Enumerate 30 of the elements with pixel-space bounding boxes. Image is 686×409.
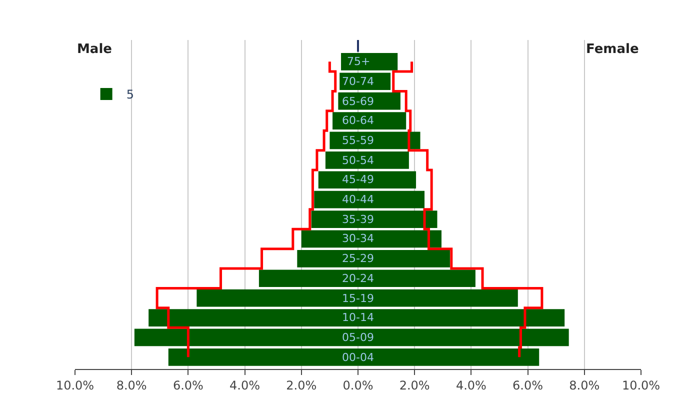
x-tick-label: 2.0% — [399, 378, 430, 392]
y-tick-label: 35-39 — [342, 213, 374, 226]
y-tick-label: 10-14 — [342, 311, 374, 324]
y-tick-label: 05-09 — [342, 331, 374, 344]
annotation: Female — [586, 42, 639, 57]
x-tick-label: 4.0% — [456, 378, 486, 392]
y-tick-label: 40-44 — [342, 193, 374, 206]
y-tick-label: 60-64 — [342, 114, 374, 127]
x-tick-label: 8.0% — [116, 378, 147, 392]
x-tick-label: 0.0% — [342, 378, 374, 392]
y-tick-label: 30-34 — [342, 232, 374, 245]
y-tick-label: 15-19 — [342, 292, 374, 305]
x-tick-label: 4.0% — [230, 378, 260, 392]
x-tick-label: 6.0% — [172, 378, 204, 392]
y-tick-label: 65-69 — [342, 95, 374, 108]
x-tick-label: 10.0% — [56, 378, 94, 392]
x-tick-label: 8.0% — [569, 378, 600, 392]
y-tick-label: 55-59 — [342, 134, 374, 147]
x-tick-label: 6.0% — [512, 378, 544, 392]
annotation: Male — [77, 42, 112, 57]
y-tick-label: 45-49 — [342, 173, 374, 186]
x-tick-label: 2.0% — [286, 378, 317, 392]
legend-label: 5 — [126, 88, 134, 102]
y-tick-label: 50-54 — [342, 154, 374, 167]
y-tick-label: 00-04 — [342, 351, 374, 364]
y-tick-label: 25-29 — [342, 252, 374, 265]
y-tick-label: 70-74 — [342, 75, 374, 88]
y-tick-label: 20-24 — [342, 272, 374, 285]
y-tick-label: 75+ — [347, 55, 370, 68]
x-tick-label: 10.0% — [622, 378, 660, 392]
